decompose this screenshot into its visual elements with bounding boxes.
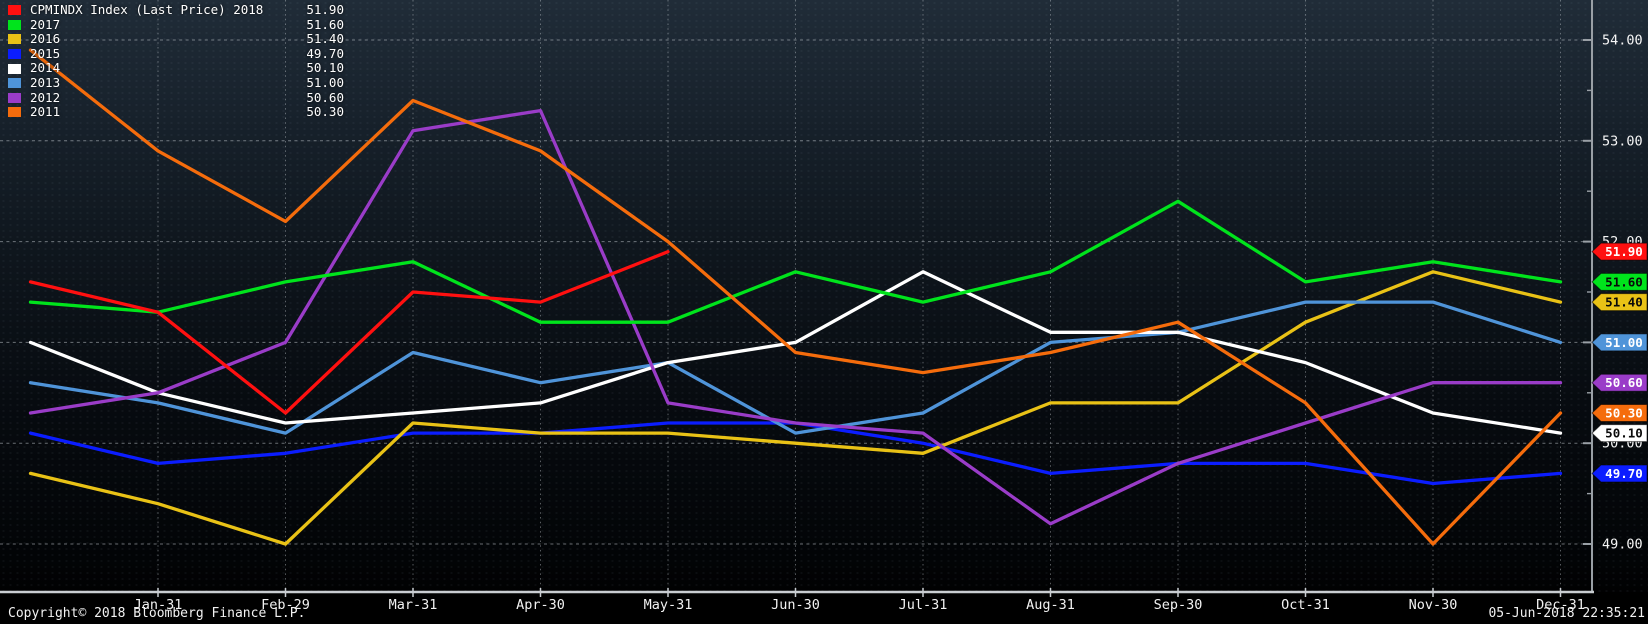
legend-row-2011[interactable]: 2011 50.30 [8,105,344,120]
svg-text:Jul-31: Jul-31 [899,597,948,613]
series-line-2017 [28,199,1563,324]
legend-row-2014[interactable]: 2014 50.10 [8,61,344,76]
legend-label-2012: 2012 [30,89,61,105]
legend-label-2016: 2016 [30,31,61,47]
svg-text:Jun-30: Jun-30 [771,597,820,613]
series-line-2016 [28,270,1563,546]
price-badge-2016 [1591,293,1648,312]
svg-text:51.40: 51.40 [1605,295,1643,310]
legend-label-2015: 2015 [30,45,61,61]
svg-text:50.60: 50.60 [1605,375,1643,390]
legend-swatch-2012 [8,92,21,103]
series-line-2012 [28,108,1563,526]
svg-text:50.30: 50.30 [1605,405,1643,420]
svg-text:Dec-31: Dec-31 [1536,597,1585,613]
price-badge-2011 [1591,403,1648,422]
series-line-2013 [28,300,1563,435]
legend-swatch-2014 [8,63,21,74]
svg-text:May-31: May-31 [644,597,693,613]
series-line-2011 [28,48,1563,546]
x-axis-labels: Jan-31 Feb-29 Mar-31 Apr-30 May-31 Jun-30 Jul-… [134,597,1585,613]
svg-text:53.00: 53.00 [1602,133,1643,149]
legend-row-2015[interactable]: 2015 49.70 [8,45,344,62]
legend-row-2012[interactable]: 2012 50.60 [8,89,344,106]
svg-text:Jan-31: Jan-31 [134,597,183,613]
svg-text:Nov-30: Nov-30 [1409,597,1458,613]
legend-value-2011: 50.30 [306,104,344,120]
copyright-text: Copyright© 2018 Bloomberg Finance L.P. [8,606,306,621]
timestamp-text: 05-Jun-2018 22:35:21 [1488,606,1645,621]
svg-text:49.00: 49.00 [1602,537,1643,553]
legend-label-2011: 2011 [30,104,61,120]
svg-text:51.60: 51.60 [1605,274,1643,289]
legend-label-2017: 2017 [30,16,61,32]
series-line-2018 [28,250,670,415]
legend-label-2018: CPMINDX Index (Last Price) 2018 [30,2,264,17]
y-axis [1583,0,1593,592]
legend-value-2013: 51.00 [306,74,344,90]
svg-text:49.70: 49.70 [1605,466,1643,481]
svg-text:54.00: 54.00 [1602,33,1643,49]
legend-value-2018: 51.90 [306,2,344,17]
x-axis [0,588,1594,597]
legend-row-2016[interactable]: 2016 51.40 [8,32,344,47]
svg-text:Feb-29: Feb-29 [261,597,310,613]
legend-swatch-2018 [8,5,21,16]
legend-swatch-2011 [8,107,21,118]
price-badge-2018 [1591,242,1648,261]
legend-value-2015: 49.70 [306,45,344,61]
legend-value-2014: 50.10 [306,60,344,76]
price-badges: 51.90 51.60 51.40 49.70 50.10 51.00 50.60 50.30 [1591,242,1648,483]
svg-text:Oct-31: Oct-31 [1281,597,1330,613]
legend-row-2013[interactable]: 2013 51.00 [8,74,344,91]
legend-swatch-2017 [8,19,21,30]
svg-text:Sep-30: Sep-30 [1154,597,1203,613]
legend-value-2016: 51.40 [306,31,344,47]
series-lines [28,48,1563,546]
legend-swatch-2015 [8,49,21,60]
legend-label-2013: 2013 [30,74,61,90]
svg-text:51.00: 51.00 [1605,335,1643,350]
svg-text:51.90: 51.90 [1605,244,1643,259]
svg-text:Apr-30: Apr-30 [516,597,565,613]
legend-label-2014: 2014 [30,60,61,76]
price-badge-2017 [1591,272,1648,291]
legend-value-2012: 50.60 [306,89,344,105]
price-badge-2014 [1591,424,1648,443]
svg-text:Mar-31: Mar-31 [389,597,438,613]
chart-legend: CPMINDX Index (Last Price) 2018 51.90 2017… [8,2,344,120]
legend-row-2017[interactable]: 2017 51.60 [8,16,344,33]
vertical-gridlines [157,0,1561,592]
legend-row-2018[interactable]: CPMINDX Index (Last Price) 2018 51.90 [8,2,344,18]
price-badge-2012 [1591,373,1648,392]
legend-value-2017: 51.60 [306,16,344,32]
series-line-2014 [28,270,1563,435]
price-badge-2015 [1591,464,1648,483]
svg-text:50.10: 50.10 [1605,426,1643,441]
svg-text:Aug-31: Aug-31 [1026,597,1075,613]
price-badge-2013 [1591,333,1648,352]
legend-swatch-2013 [8,78,21,89]
legend-swatch-2016 [8,34,21,45]
